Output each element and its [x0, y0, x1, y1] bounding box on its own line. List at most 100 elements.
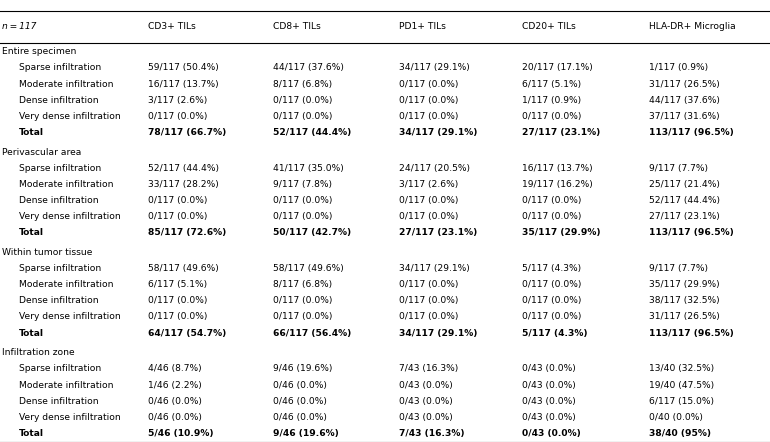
Text: Very dense infiltration: Very dense infiltration: [19, 112, 121, 121]
Text: 0/43 (0.0%): 0/43 (0.0%): [399, 381, 453, 389]
Text: 16/117 (13.7%): 16/117 (13.7%): [148, 80, 219, 88]
Text: 9/46 (19.6%): 9/46 (19.6%): [273, 364, 333, 373]
Text: 85/117 (72.6%): 85/117 (72.6%): [148, 228, 226, 237]
Text: 0/117 (0.0%): 0/117 (0.0%): [522, 296, 581, 305]
Text: 0/43 (0.0%): 0/43 (0.0%): [399, 396, 453, 406]
Text: 35/117 (29.9%): 35/117 (29.9%): [649, 280, 720, 289]
Text: 52/117 (44.4%): 52/117 (44.4%): [273, 128, 352, 137]
Text: 0/117 (0.0%): 0/117 (0.0%): [148, 212, 207, 221]
Text: 52/117 (44.4%): 52/117 (44.4%): [649, 196, 720, 205]
Text: 33/117 (28.2%): 33/117 (28.2%): [148, 180, 219, 189]
Text: 0/117 (0.0%): 0/117 (0.0%): [273, 312, 333, 321]
Text: 5/46 (10.9%): 5/46 (10.9%): [148, 429, 213, 438]
Text: 113/117 (96.5%): 113/117 (96.5%): [649, 128, 734, 137]
Text: 0/117 (0.0%): 0/117 (0.0%): [148, 196, 207, 205]
Text: 0/117 (0.0%): 0/117 (0.0%): [399, 95, 458, 105]
Text: 3/117 (2.6%): 3/117 (2.6%): [399, 180, 458, 189]
Text: 0/43 (0.0%): 0/43 (0.0%): [399, 413, 453, 422]
Text: Total: Total: [19, 128, 44, 137]
Text: 0/117 (0.0%): 0/117 (0.0%): [273, 296, 333, 305]
Text: 0/117 (0.0%): 0/117 (0.0%): [522, 212, 581, 221]
Text: 113/117 (96.5%): 113/117 (96.5%): [649, 328, 734, 338]
Text: 38/40 (95%): 38/40 (95%): [649, 429, 711, 438]
Text: 0/117 (0.0%): 0/117 (0.0%): [148, 112, 207, 121]
Text: 0/43 (0.0%): 0/43 (0.0%): [522, 413, 576, 422]
Text: 35/117 (29.9%): 35/117 (29.9%): [522, 228, 601, 237]
Text: n = 117: n = 117: [2, 23, 37, 31]
Text: 6/117 (5.1%): 6/117 (5.1%): [522, 80, 581, 88]
Text: 66/117 (56.4%): 66/117 (56.4%): [273, 328, 352, 338]
Text: 0/46 (0.0%): 0/46 (0.0%): [273, 396, 327, 406]
Text: 0/43 (0.0%): 0/43 (0.0%): [522, 396, 576, 406]
Text: 0/43 (0.0%): 0/43 (0.0%): [522, 381, 576, 389]
Text: 27/117 (23.1%): 27/117 (23.1%): [399, 228, 477, 237]
Text: 19/40 (47.5%): 19/40 (47.5%): [649, 381, 715, 389]
Text: 1/46 (2.2%): 1/46 (2.2%): [148, 381, 202, 389]
Text: 34/117 (29.1%): 34/117 (29.1%): [399, 328, 477, 338]
Text: Entire specimen: Entire specimen: [2, 47, 77, 56]
Text: Infiltration zone: Infiltration zone: [2, 348, 75, 357]
Text: Sparse infiltration: Sparse infiltration: [19, 364, 102, 373]
Text: 0/46 (0.0%): 0/46 (0.0%): [148, 413, 202, 422]
Text: Sparse infiltration: Sparse infiltration: [19, 264, 102, 273]
Text: 9/117 (7.8%): 9/117 (7.8%): [273, 180, 333, 189]
Text: CD8+ TILs: CD8+ TILs: [273, 23, 321, 31]
Text: CD3+ TILs: CD3+ TILs: [148, 23, 196, 31]
Text: 44/117 (37.6%): 44/117 (37.6%): [273, 63, 344, 72]
Text: 5/117 (4.3%): 5/117 (4.3%): [522, 328, 588, 338]
Text: 9/46 (19.6%): 9/46 (19.6%): [273, 429, 339, 438]
Text: 0/117 (0.0%): 0/117 (0.0%): [399, 112, 458, 121]
Text: 0/117 (0.0%): 0/117 (0.0%): [273, 112, 333, 121]
Text: 0/46 (0.0%): 0/46 (0.0%): [273, 381, 327, 389]
Text: 0/117 (0.0%): 0/117 (0.0%): [273, 95, 333, 105]
Text: Total: Total: [19, 328, 44, 338]
Text: 0/117 (0.0%): 0/117 (0.0%): [399, 80, 458, 88]
Text: 113/117 (96.5%): 113/117 (96.5%): [649, 228, 734, 237]
Text: Moderate infiltration: Moderate infiltration: [19, 280, 114, 289]
Text: 0/117 (0.0%): 0/117 (0.0%): [522, 196, 581, 205]
Text: Sparse infiltration: Sparse infiltration: [19, 164, 102, 173]
Text: 27/117 (23.1%): 27/117 (23.1%): [649, 212, 720, 221]
Text: Dense infiltration: Dense infiltration: [19, 196, 99, 205]
Text: 0/117 (0.0%): 0/117 (0.0%): [399, 196, 458, 205]
Text: 6/117 (15.0%): 6/117 (15.0%): [649, 396, 714, 406]
Text: 0/46 (0.0%): 0/46 (0.0%): [148, 396, 202, 406]
Text: 50/117 (42.7%): 50/117 (42.7%): [273, 228, 351, 237]
Text: 52/117 (44.4%): 52/117 (44.4%): [148, 164, 219, 173]
Text: 3/117 (2.6%): 3/117 (2.6%): [148, 95, 207, 105]
Text: 9/117 (7.7%): 9/117 (7.7%): [649, 164, 708, 173]
Text: 41/117 (35.0%): 41/117 (35.0%): [273, 164, 344, 173]
Text: 0/117 (0.0%): 0/117 (0.0%): [522, 280, 581, 289]
Text: Very dense infiltration: Very dense infiltration: [19, 312, 121, 321]
Text: 9/117 (7.7%): 9/117 (7.7%): [649, 264, 708, 273]
Text: 34/117 (29.1%): 34/117 (29.1%): [399, 63, 470, 72]
Text: 31/117 (26.5%): 31/117 (26.5%): [649, 312, 720, 321]
Text: Moderate infiltration: Moderate infiltration: [19, 180, 114, 189]
Text: 8/117 (6.8%): 8/117 (6.8%): [273, 280, 333, 289]
Text: Total: Total: [19, 228, 44, 237]
Text: Total: Total: [19, 429, 44, 438]
Text: 0/117 (0.0%): 0/117 (0.0%): [148, 296, 207, 305]
Text: 0/43 (0.0%): 0/43 (0.0%): [522, 364, 576, 373]
Text: 0/117 (0.0%): 0/117 (0.0%): [399, 212, 458, 221]
Text: 0/40 (0.0%): 0/40 (0.0%): [649, 413, 703, 422]
Text: 0/117 (0.0%): 0/117 (0.0%): [399, 312, 458, 321]
Text: 7/43 (16.3%): 7/43 (16.3%): [399, 364, 458, 373]
Text: Sparse infiltration: Sparse infiltration: [19, 63, 102, 72]
Text: 0/117 (0.0%): 0/117 (0.0%): [522, 112, 581, 121]
Text: 34/117 (29.1%): 34/117 (29.1%): [399, 264, 470, 273]
Text: 1/117 (0.9%): 1/117 (0.9%): [522, 95, 581, 105]
Text: 0/117 (0.0%): 0/117 (0.0%): [399, 296, 458, 305]
Text: Within tumor tissue: Within tumor tissue: [2, 248, 92, 257]
Text: Moderate infiltration: Moderate infiltration: [19, 80, 114, 88]
Text: 64/117 (54.7%): 64/117 (54.7%): [148, 328, 226, 338]
Text: 5/117 (4.3%): 5/117 (4.3%): [522, 264, 581, 273]
Text: 59/117 (50.4%): 59/117 (50.4%): [148, 63, 219, 72]
Text: 0/117 (0.0%): 0/117 (0.0%): [148, 312, 207, 321]
Text: 0/117 (0.0%): 0/117 (0.0%): [399, 280, 458, 289]
Text: 1/117 (0.9%): 1/117 (0.9%): [649, 63, 708, 72]
Text: 27/117 (23.1%): 27/117 (23.1%): [522, 128, 601, 137]
Text: 0/117 (0.0%): 0/117 (0.0%): [522, 312, 581, 321]
Text: HLA-DR+ Microglia: HLA-DR+ Microglia: [649, 23, 736, 31]
Text: 13/40 (32.5%): 13/40 (32.5%): [649, 364, 715, 373]
